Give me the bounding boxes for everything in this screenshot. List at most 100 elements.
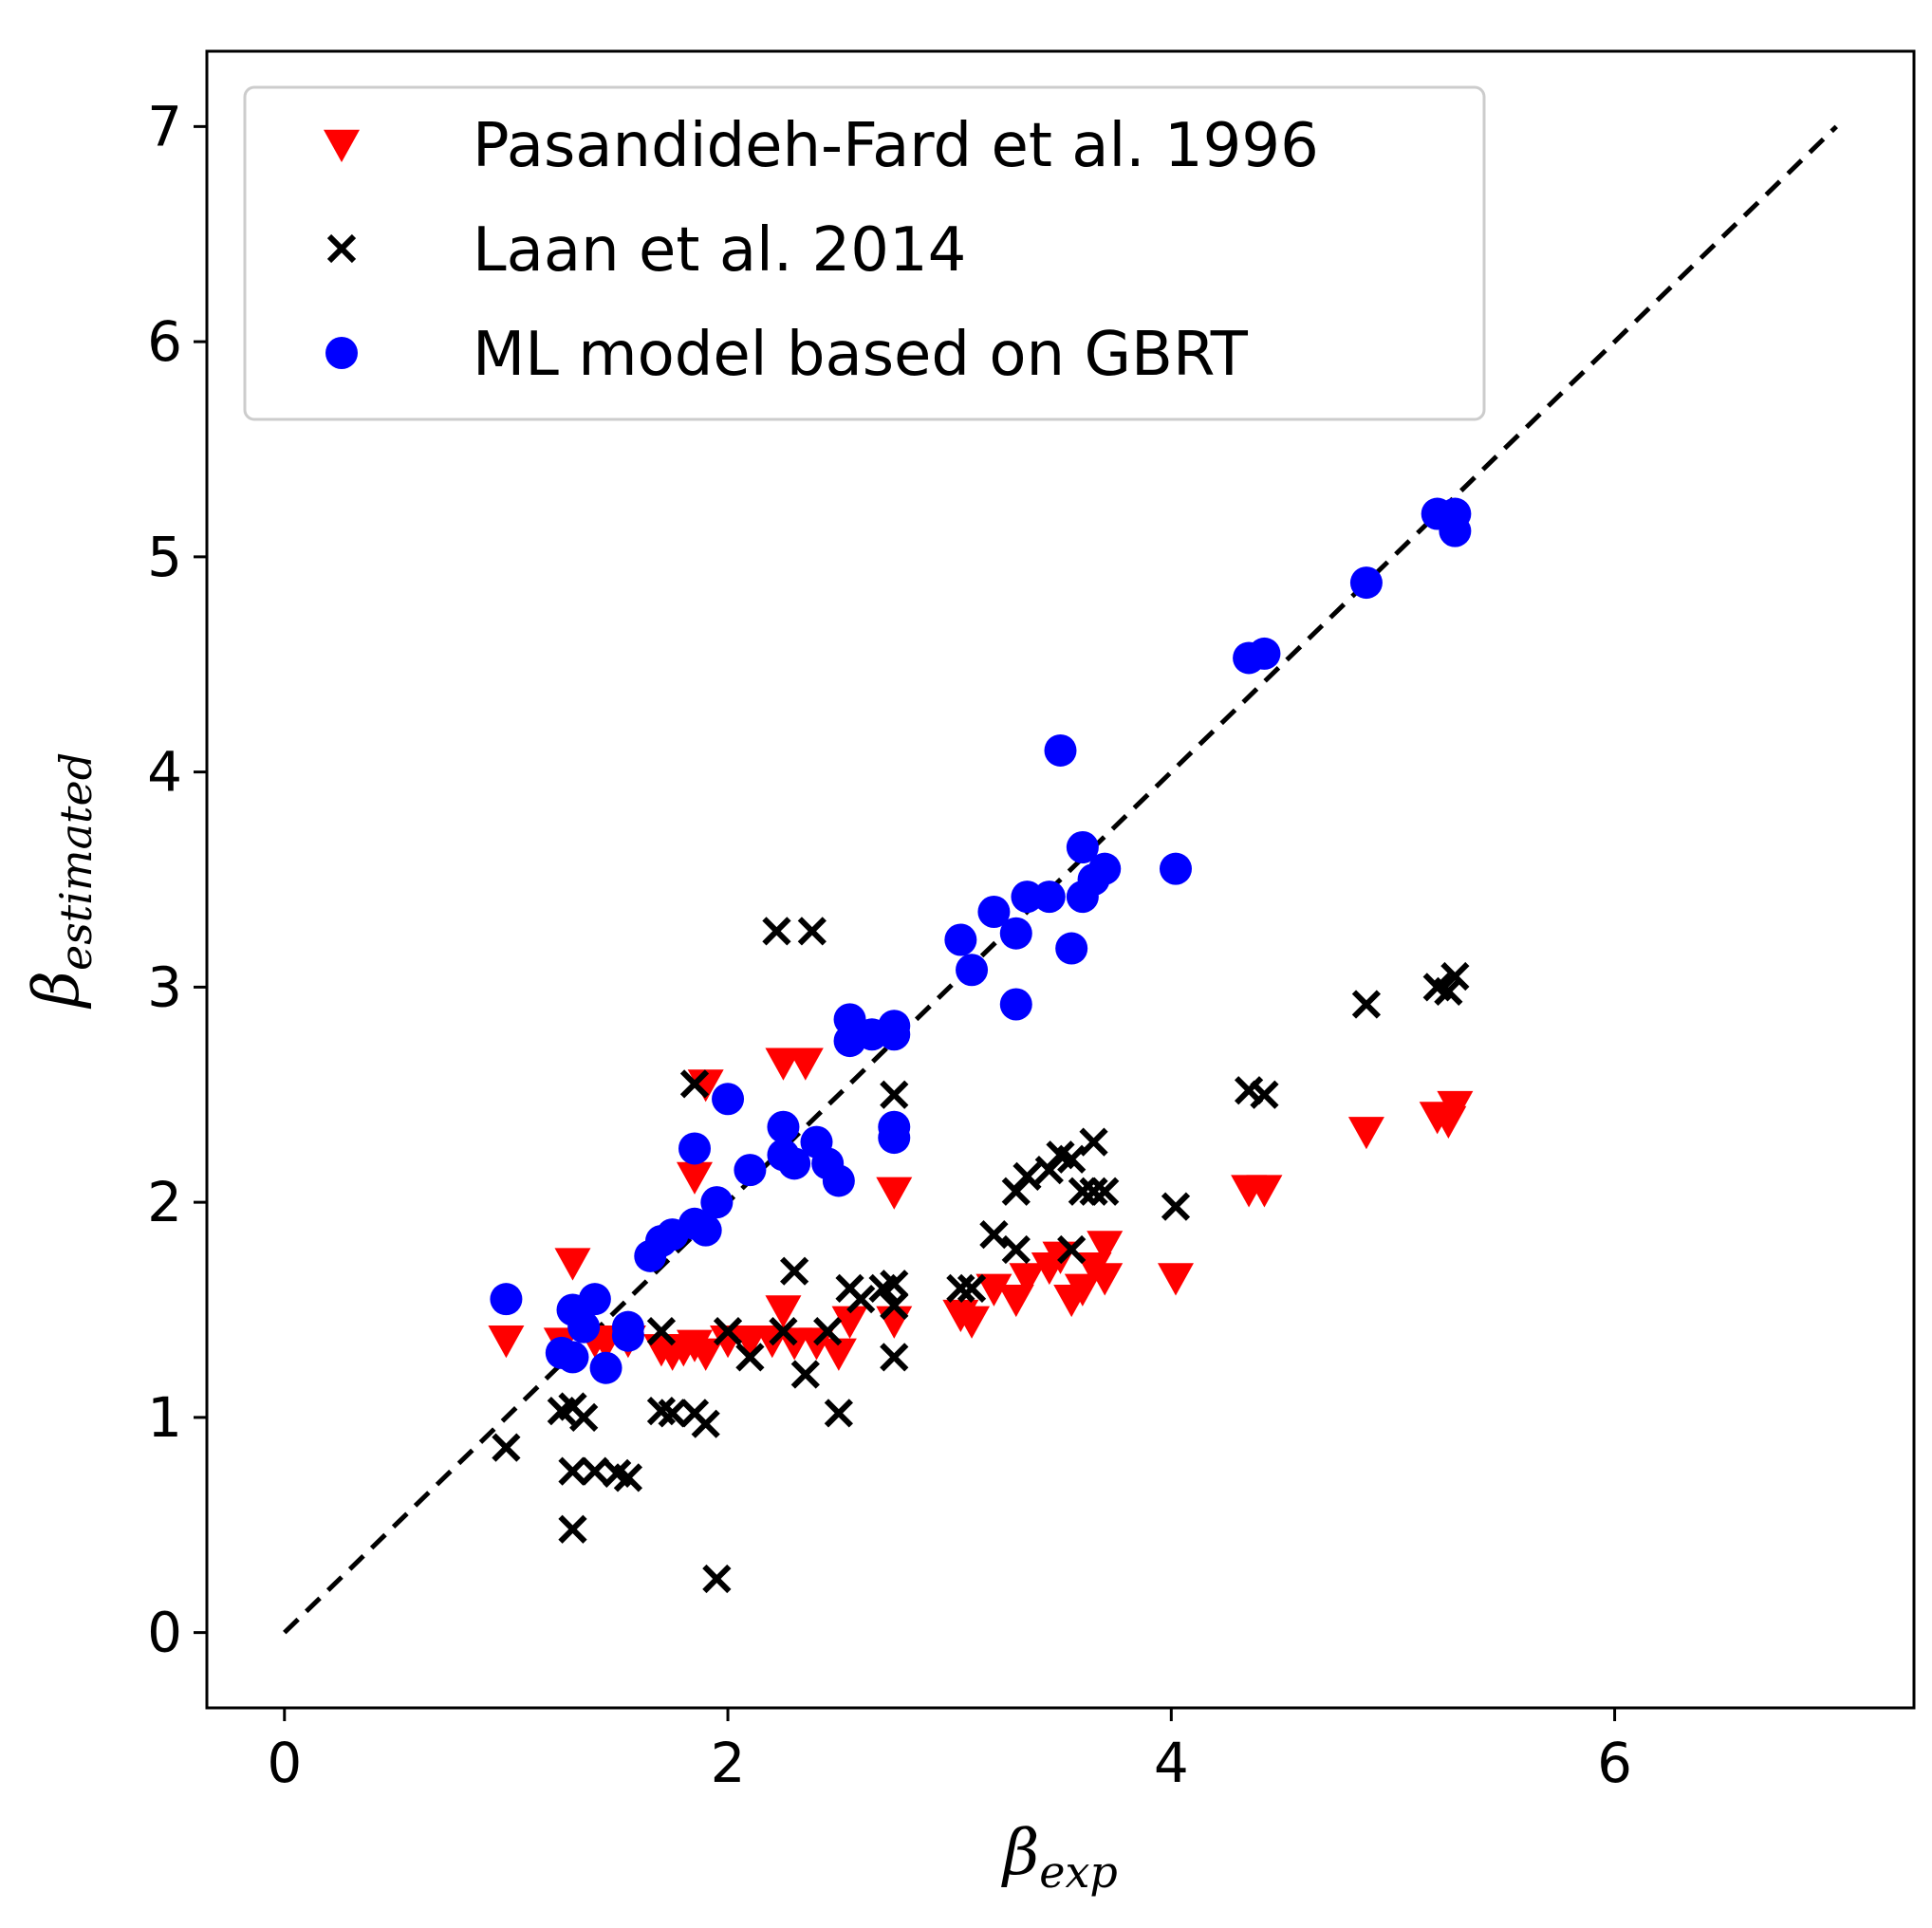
x-marker-stroke [880,1080,909,1109]
x-marker-stroke [1440,961,1470,992]
x-marker-stroke [1161,1192,1191,1221]
laan-point [646,1317,677,1346]
pasandideh-fard-point [1009,1263,1046,1296]
gbrt-point [1032,881,1066,914]
x-marker-stroke [326,233,357,264]
y-tick-label: 5 [147,525,182,589]
laan-point [957,1273,987,1303]
pasandideh-fard-point [1087,1263,1124,1296]
laan-point [1012,1161,1042,1192]
x-marker-stroke [957,1273,987,1303]
gbrt-point [700,1186,734,1219]
legend: Pasandideh-Fard et al. 1996 Laan et al. 2… [243,85,1486,421]
x-marker-stroke [1079,1127,1108,1157]
x-marker-stroke [880,1290,909,1321]
x-marker-stroke [1234,1076,1264,1105]
pasandideh-fard-point [1064,1273,1101,1307]
y-tick-label: 4 [147,740,182,805]
laan-point [946,1273,975,1303]
pasandideh-fard-point [554,1248,591,1281]
x-axis-label: βexp [1000,1816,1118,1898]
laan-point [1079,1177,1108,1206]
gbrt-point [678,1132,711,1165]
pasandideh-fard-point [975,1273,1012,1307]
laan-point [1250,1080,1279,1109]
laan-point [846,1285,876,1314]
x-tick-label: 0 [267,1731,302,1795]
gbrt-point [578,1283,611,1316]
x-marker-stroke [790,1360,820,1389]
x-marker-stroke [713,1317,743,1346]
laan-point [1351,990,1382,1019]
laan-point [880,1080,909,1109]
series-layer [488,497,1474,1594]
pasandideh-fard-point [820,1338,857,1371]
x-marker-stroke [780,1256,809,1286]
x-marker-stroke [1434,976,1463,1007]
gbrt-point [778,1147,811,1180]
x-marker-stroke [679,1069,710,1099]
x-axis-ticks: 0 2 4 6 [267,1708,1632,1795]
y-tick-label: 3 [147,955,182,1019]
x-marker-stroke [613,1463,643,1492]
laan-point [813,1317,843,1346]
laan-point [558,1456,587,1486]
gbrt-point [1159,852,1192,885]
x-marker-stroke [1422,973,1452,1002]
laan-point [762,917,791,946]
gbrt-point [689,1214,722,1247]
gbrt-point [1044,733,1077,767]
legend-box [243,85,1486,421]
pasandideh-fard-point [1087,1231,1124,1264]
x-marker-stroke [1012,1161,1042,1192]
x-marker-stroke [492,1433,521,1462]
gbrt-point [1066,830,1099,863]
y-axis-label: βestimated [20,752,102,1010]
laan-point [569,1402,599,1433]
x-marker-stroke [1351,990,1382,1019]
x-marker-stroke [1090,1177,1120,1206]
laan-point [797,917,827,946]
laan-point [1057,1144,1087,1174]
pasandideh-fard-point [765,1295,802,1328]
gbrt-point [1011,881,1044,914]
y-axis-subscript: estimated [50,752,102,971]
x-marker-stroke [846,1285,876,1314]
pasandideh-fard-point [876,1177,913,1210]
x-marker-stroke [1250,1080,1279,1109]
x-marker-stroke [769,1317,798,1346]
laan-point [702,1564,732,1594]
pasandideh-fard-point [488,1326,525,1359]
x-marker-stroke [558,1456,587,1486]
legend-marker-laan [326,233,357,264]
gbrt-point [878,1018,911,1051]
pasandideh-fard-point [1246,1175,1283,1208]
x-tick-label: 2 [711,1731,746,1795]
laan-point [558,1514,587,1544]
x-marker-stroke [1079,1177,1108,1206]
legend-marker-pasandideh-fard [324,129,360,162]
x-axis-symbol: β [1000,1816,1039,1889]
gbrt-point [878,1122,911,1155]
laan-point [658,1399,687,1428]
gbrt-point [956,954,989,987]
gbrt-point [944,923,977,956]
gbrt-point [1248,637,1281,670]
pasandideh-fard-point [1437,1090,1474,1124]
x-marker-stroke [1057,1144,1087,1174]
y-axis-symbol: β [20,971,93,1010]
x-marker-stroke [762,917,791,946]
gbrt-point [1349,566,1383,600]
gbrt-point [490,1283,523,1316]
series-pasandideh-fard [488,1047,1474,1371]
pasandideh-fard-point [687,1338,724,1371]
x-marker-stroke [979,1220,1009,1250]
gbrt-point [611,1319,644,1352]
y-tick-label: 2 [147,1170,182,1234]
gbrt-point [822,1164,855,1197]
x-marker-stroke [1068,1177,1097,1206]
laan-point [735,1343,765,1372]
x-marker-stroke [813,1317,843,1346]
x-tick-label: 4 [1154,1731,1189,1795]
